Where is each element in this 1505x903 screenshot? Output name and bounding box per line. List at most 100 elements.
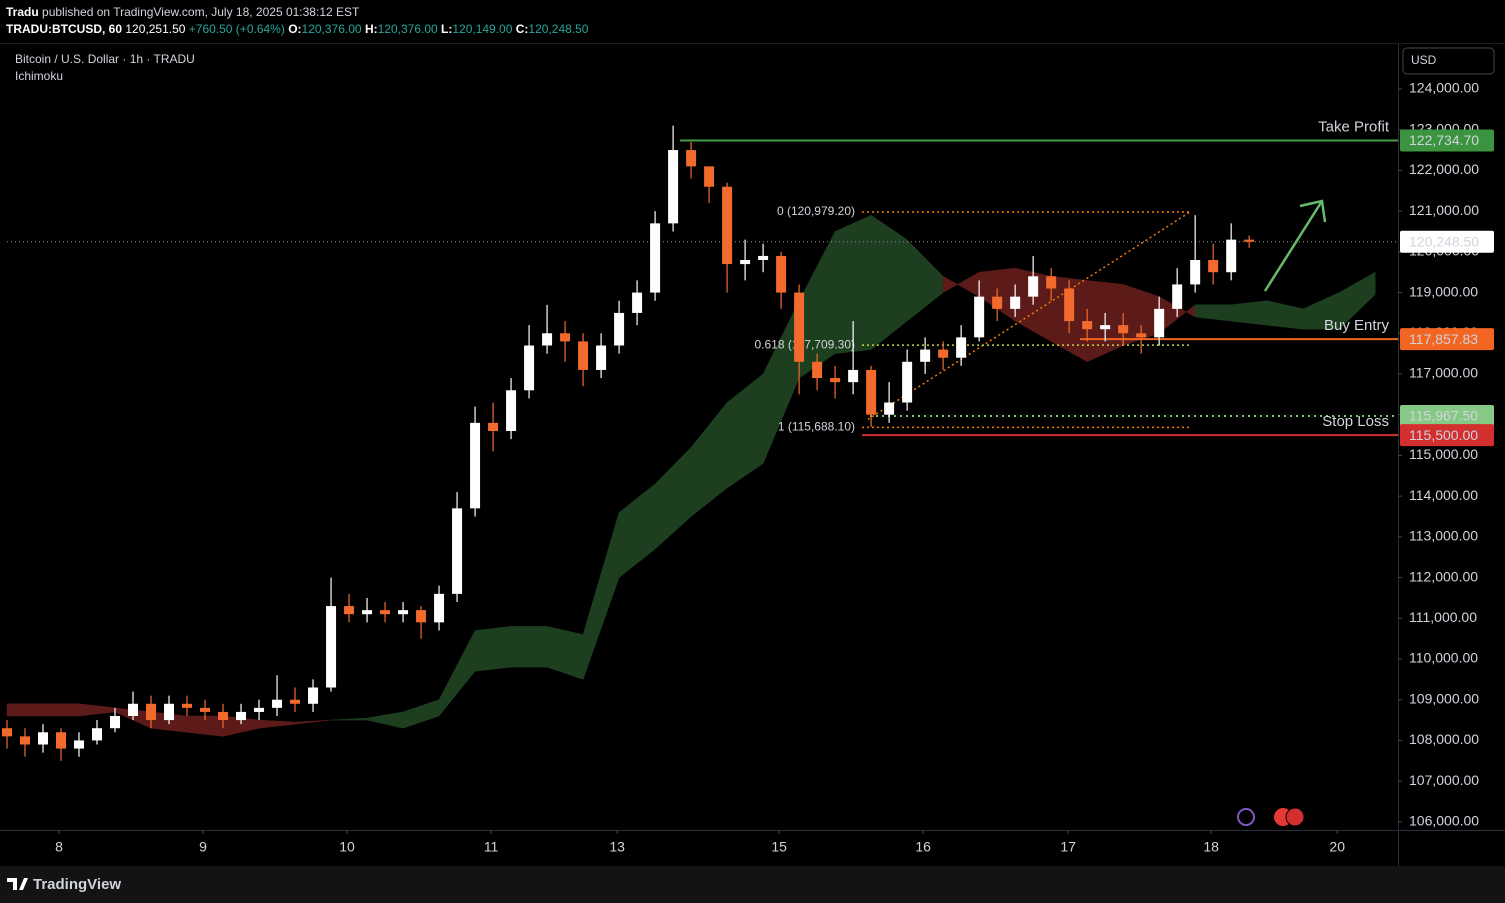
candle-body	[488, 422, 499, 432]
candle-body	[470, 422, 481, 509]
candle-body	[452, 508, 463, 594]
candle-body	[884, 402, 895, 415]
candle-body	[938, 349, 949, 358]
x-tick-label: 16	[915, 839, 931, 855]
arrow-head	[1299, 199, 1327, 223]
level-box	[1400, 424, 1494, 447]
candle-body	[1082, 321, 1093, 330]
event-icon[interactable]	[1237, 808, 1255, 826]
y-tick-label: 115,000.00	[1409, 446, 1478, 462]
x-tick-label: 13	[609, 839, 625, 855]
change: +760.50 (+0.64%)	[189, 22, 285, 36]
level-label: Stop Loss	[1322, 413, 1389, 430]
y-tick-label: 106,000.00	[1409, 813, 1479, 829]
candle-body	[704, 166, 715, 187]
candle-body	[398, 610, 409, 615]
x-tick-label: 18	[1203, 839, 1219, 855]
fib-label: 0.618 (117,709.30)	[754, 337, 855, 351]
footer-brand: TradingView	[33, 876, 121, 893]
h: 120,376.00	[378, 22, 438, 36]
y-tick-label: 117,000.00	[1409, 365, 1478, 381]
candle-body	[164, 703, 175, 721]
candle-body	[758, 255, 769, 261]
last-price-box	[1400, 230, 1494, 253]
candle-body	[1208, 260, 1219, 273]
candle-body	[1010, 296, 1021, 309]
candle-body	[2, 728, 12, 737]
header-line-2: TRADU:BTCUSD, 60 120,251.50 +760.50 (+0.…	[6, 22, 589, 36]
h-label: H:	[365, 22, 378, 36]
candle-body	[308, 687, 319, 704]
candle-body	[1028, 276, 1039, 297]
candle-body	[182, 703, 193, 708]
o: 120,376.00	[302, 22, 362, 36]
candle-body	[992, 296, 1003, 309]
l-label: L:	[441, 22, 452, 36]
o-label: O:	[288, 22, 301, 36]
symbol: TRADU:BTCUSD, 60	[6, 22, 122, 36]
x-tick-label: 9	[199, 839, 207, 855]
candle-body	[1154, 308, 1165, 338]
price: 120,251.50	[125, 22, 185, 36]
x-tick-label: 15	[771, 839, 787, 855]
last-price-box-label: 120,248.50	[1409, 233, 1479, 249]
candle-body	[740, 260, 751, 265]
arrow-shaft	[1263, 200, 1324, 292]
candle-body	[524, 345, 535, 391]
candle-body	[74, 740, 85, 749]
x-tick-label: 8	[55, 839, 63, 855]
candle-body	[1136, 333, 1147, 338]
candle-body	[596, 345, 607, 370]
cloud-segment	[1338, 271, 1376, 330]
candle-body	[1046, 276, 1057, 289]
level-box-label: 115,967.50	[1409, 408, 1478, 424]
candle-body	[686, 150, 697, 167]
level-box-label: 115,500.00	[1409, 427, 1478, 443]
level-box-label: 117,857.83	[1409, 331, 1478, 347]
cloud-segment	[294, 719, 332, 725]
candle-body	[614, 312, 625, 346]
candle-body	[794, 292, 805, 362]
candle-body	[236, 711, 247, 721]
candle-body	[272, 699, 283, 708]
level-box	[1400, 328, 1494, 351]
currency[interactable]: USD	[1411, 53, 1437, 67]
candle-body	[1190, 260, 1201, 285]
candle-body	[254, 707, 265, 712]
event-icon[interactable]	[1285, 807, 1305, 827]
level-box	[1400, 129, 1494, 152]
candle-body	[326, 606, 337, 688]
candle-body	[434, 593, 445, 623]
candle-body	[578, 341, 589, 370]
x-tick-label: 20	[1329, 839, 1345, 855]
candle-body	[1064, 288, 1075, 322]
candle-body	[974, 296, 985, 338]
candle-body	[542, 333, 553, 346]
candle-body	[668, 150, 679, 224]
candle-body	[812, 361, 823, 379]
logo-mark	[7, 878, 28, 890]
candle-body	[362, 610, 373, 615]
y-tick-label: 114,000.00	[1409, 487, 1478, 503]
candle-body	[146, 703, 157, 721]
candle-body	[866, 369, 877, 415]
candle-body	[200, 707, 211, 712]
cloud-segment	[510, 626, 548, 668]
candle-body	[560, 333, 571, 342]
y-tick-label: 108,000.00	[1409, 731, 1479, 747]
y-tick-label: 121,000.00	[1409, 202, 1479, 218]
candle-body	[956, 337, 967, 358]
candle-body	[20, 736, 31, 745]
currency-button[interactable]	[1402, 47, 1495, 75]
candle-body	[290, 699, 301, 704]
candle-body	[128, 703, 139, 717]
candle-body	[92, 728, 103, 741]
cloud-segment	[42, 703, 80, 717]
event-icons	[1237, 807, 1305, 827]
y-tick-label: 119,000.00	[1409, 283, 1478, 299]
x-tick-label: 11	[484, 839, 499, 855]
candle-body	[38, 732, 49, 745]
author: Tradu	[6, 5, 39, 19]
legend: Bitcoin / U.S. Dollar · 1h · TRADU	[15, 52, 195, 66]
